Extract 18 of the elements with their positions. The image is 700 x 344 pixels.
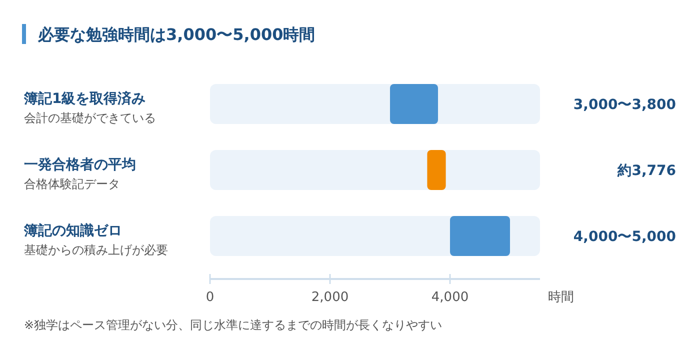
text: 3,000〜3,800 xyxy=(573,97,676,113)
text: ※独学はペース管理がない分、同じ水準に達するまでの時間が長くなりやすい xyxy=(24,318,442,332)
chart-title: 必要な勉強時間は3,000〜5,000時間 xyxy=(37,25,316,44)
x-tick-label: 4,000 xyxy=(431,290,469,305)
bar xyxy=(390,84,438,124)
text: 約3,776 xyxy=(616,163,676,179)
y-tick-label: 簿記の知識ゼロ xyxy=(23,222,122,239)
bar xyxy=(450,216,510,256)
x-tick-label: 0 xyxy=(206,290,214,305)
bar xyxy=(427,150,446,190)
text: 会計の基礎ができている xyxy=(24,111,156,125)
y-tick-label: 一発合格者の平均 xyxy=(24,157,136,173)
x-tick-label: 2,000 xyxy=(311,290,349,305)
x-axis-title: 時間 xyxy=(548,290,574,305)
y-tick-label: 簿記1級を取得済み xyxy=(23,90,146,107)
text: 4,000〜5,000 xyxy=(573,229,676,245)
text: 合格体験記データ xyxy=(24,177,120,191)
text: 基礎からの積み上げが必要 xyxy=(24,243,168,257)
